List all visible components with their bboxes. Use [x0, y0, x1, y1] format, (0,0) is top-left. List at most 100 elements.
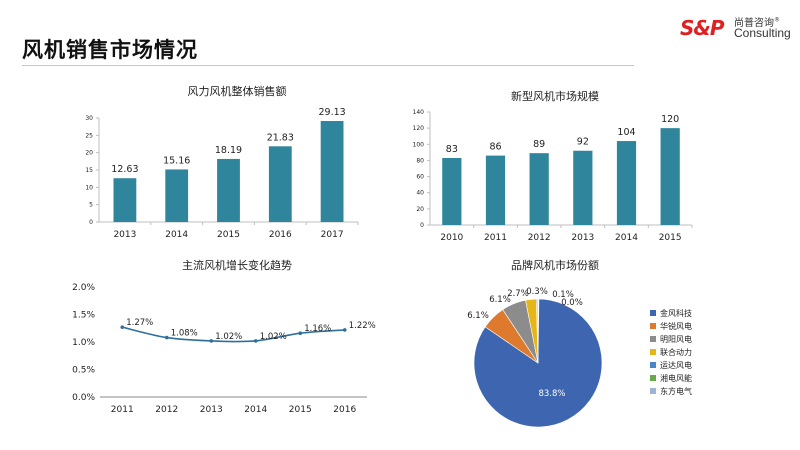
x-tick-label: 2013 [200, 405, 223, 415]
slice-value-label: 0.3% [526, 287, 548, 297]
logo-mark: S&P [680, 16, 725, 40]
market-chart-bars: 83 2010 86 2011 89 2012 92 2013 104 2014 120 2015 [440, 114, 681, 243]
legend-swatch [650, 349, 656, 355]
data-point [120, 325, 125, 329]
slice-value-label: 83.8% [538, 389, 565, 399]
x-tick-label: 2016 [269, 230, 292, 240]
legend-label: 东方电气 [660, 386, 692, 396]
x-tick-label: 2015 [289, 405, 312, 415]
market-chart-title: 新型风机市场规模 [511, 89, 599, 103]
y-tick-label: 0 [89, 219, 93, 226]
pie-slice [537, 298, 540, 364]
y-tick-label: 15 [85, 167, 93, 174]
company-logo: S&P 尚普咨询® Consulting [680, 16, 792, 42]
share-chart-title: 品牌风机市场份额 [511, 258, 599, 272]
bar [660, 128, 680, 225]
data-point-label: 1.16% [304, 324, 331, 334]
x-tick-label: 2013 [571, 233, 594, 243]
legend-label: 湘电风能 [660, 373, 692, 383]
sales-chart-title: 风力风机整体销售额 [188, 84, 287, 98]
x-tick-label: 2010 [440, 233, 463, 243]
title-divider [22, 65, 634, 66]
data-point [164, 335, 169, 340]
y-tick-label: 25 [85, 132, 93, 139]
y-tick-label: 20 [416, 206, 424, 213]
data-point [253, 339, 258, 343]
data-point-label: 1.08% [171, 329, 198, 339]
x-tick-label: 2011 [111, 405, 134, 415]
bar [268, 146, 292, 222]
growth-chart-title: 主流风机增长变化趋势 [182, 258, 292, 272]
legend-label: 华锐风电 [660, 321, 692, 331]
bar [485, 155, 506, 225]
bar-value-label: 83 [446, 144, 458, 155]
slice-value-label: 6.1% [467, 311, 489, 321]
legend-swatch [650, 375, 656, 381]
new-turbine-bar-chart: 新型风机市场规模 0 20 40 60 80 100 120 140 83 2010 86 2011… [413, 89, 693, 243]
y-tick-label: 0.0% [72, 393, 95, 403]
legend-swatch [650, 362, 656, 368]
x-tick-label: 2012 [528, 233, 551, 243]
growth-chart-axes: 0.0% 0.5% 1.0% 1.5% 2.0% [72, 283, 367, 403]
data-point [342, 328, 347, 332]
registered-mark: ® [774, 16, 780, 24]
data-point-label: 1.02% [260, 332, 287, 342]
bar [616, 141, 637, 225]
bar [442, 158, 462, 225]
legend-swatch [650, 310, 656, 316]
legend-label: 金风科技 [660, 308, 692, 318]
y-tick-label: 40 [416, 190, 424, 197]
page-title: 风机销售市场情况 [22, 38, 198, 62]
y-tick-label: 60 [416, 174, 424, 181]
bar-value-label: 21.83 [267, 132, 294, 143]
legend-swatch [650, 323, 656, 329]
growth-line-chart: 主流风机增长变化趋势 0.0% 0.5% 1.0% 1.5% 2.0% 1.27% 201… [72, 258, 376, 415]
bar-value-label: 15.16 [163, 155, 190, 166]
sales-chart-bars: 12.63 2013 15.16 2014 18.19 2015 21.83 2016 29.1… [111, 107, 345, 240]
y-tick-label: 1.0% [72, 338, 95, 348]
y-tick-label: 5 [89, 202, 93, 209]
bar [165, 169, 189, 222]
bar-value-label: 29.13 [318, 107, 345, 118]
series-line [122, 326, 345, 343]
y-tick-label: 0.5% [72, 366, 95, 376]
x-tick-label: 2017 [321, 230, 344, 240]
x-tick-label: 2015 [217, 230, 240, 240]
bar-value-label: 104 [617, 127, 635, 138]
y-tick-label: 120 [413, 125, 425, 132]
sales-bar-chart: 风力风机整体销售额 0 5 10 15 20 25 30 12.63 2013 15.16 201… [85, 84, 359, 240]
data-point [209, 339, 214, 343]
data-point-label: 1.27% [126, 318, 153, 328]
slice-value-label: 2.7% [507, 289, 529, 299]
y-tick-label: 80 [416, 157, 424, 164]
bar-value-label: 12.63 [111, 164, 138, 175]
y-tick-label: 30 [85, 115, 93, 122]
legend-label: 联合动力 [660, 347, 692, 357]
x-tick-label: 2012 [155, 405, 178, 415]
share-chart-slices: 83.8%6.1%6.1%2.7%0.3% 0.1%0.0% [467, 287, 603, 428]
slice-value-label: 0.1% [552, 290, 574, 300]
legend-label: 明阳风电 [660, 334, 692, 344]
legend-label: 运达风电 [660, 360, 692, 370]
x-tick-label: 2015 [659, 233, 682, 243]
x-tick-label: 2014 [165, 230, 188, 240]
x-tick-label: 2014 [244, 405, 267, 415]
x-tick-label: 2011 [484, 233, 507, 243]
y-tick-label: 2.0% [72, 283, 95, 293]
bar [320, 121, 344, 222]
data-point [298, 331, 303, 336]
brand-share-pie-chart: 品牌风机市场份额 83.8%6.1%6.1%2.7%0.3% 0.1%0.0% 金… [467, 258, 692, 428]
legend-swatch [650, 388, 656, 394]
y-tick-label: 140 [413, 109, 425, 116]
bar-value-label: 86 [489, 142, 501, 153]
legend-swatch [650, 336, 656, 342]
slice-value-label: 0.0% [561, 298, 583, 308]
bar-value-label: 92 [577, 137, 589, 148]
y-tick-label: 10 [85, 184, 93, 191]
bar [217, 158, 240, 222]
slice-value-label: 6.1% [489, 295, 511, 305]
x-tick-label: 2013 [113, 230, 136, 240]
data-point-label: 1.22% [349, 321, 376, 331]
